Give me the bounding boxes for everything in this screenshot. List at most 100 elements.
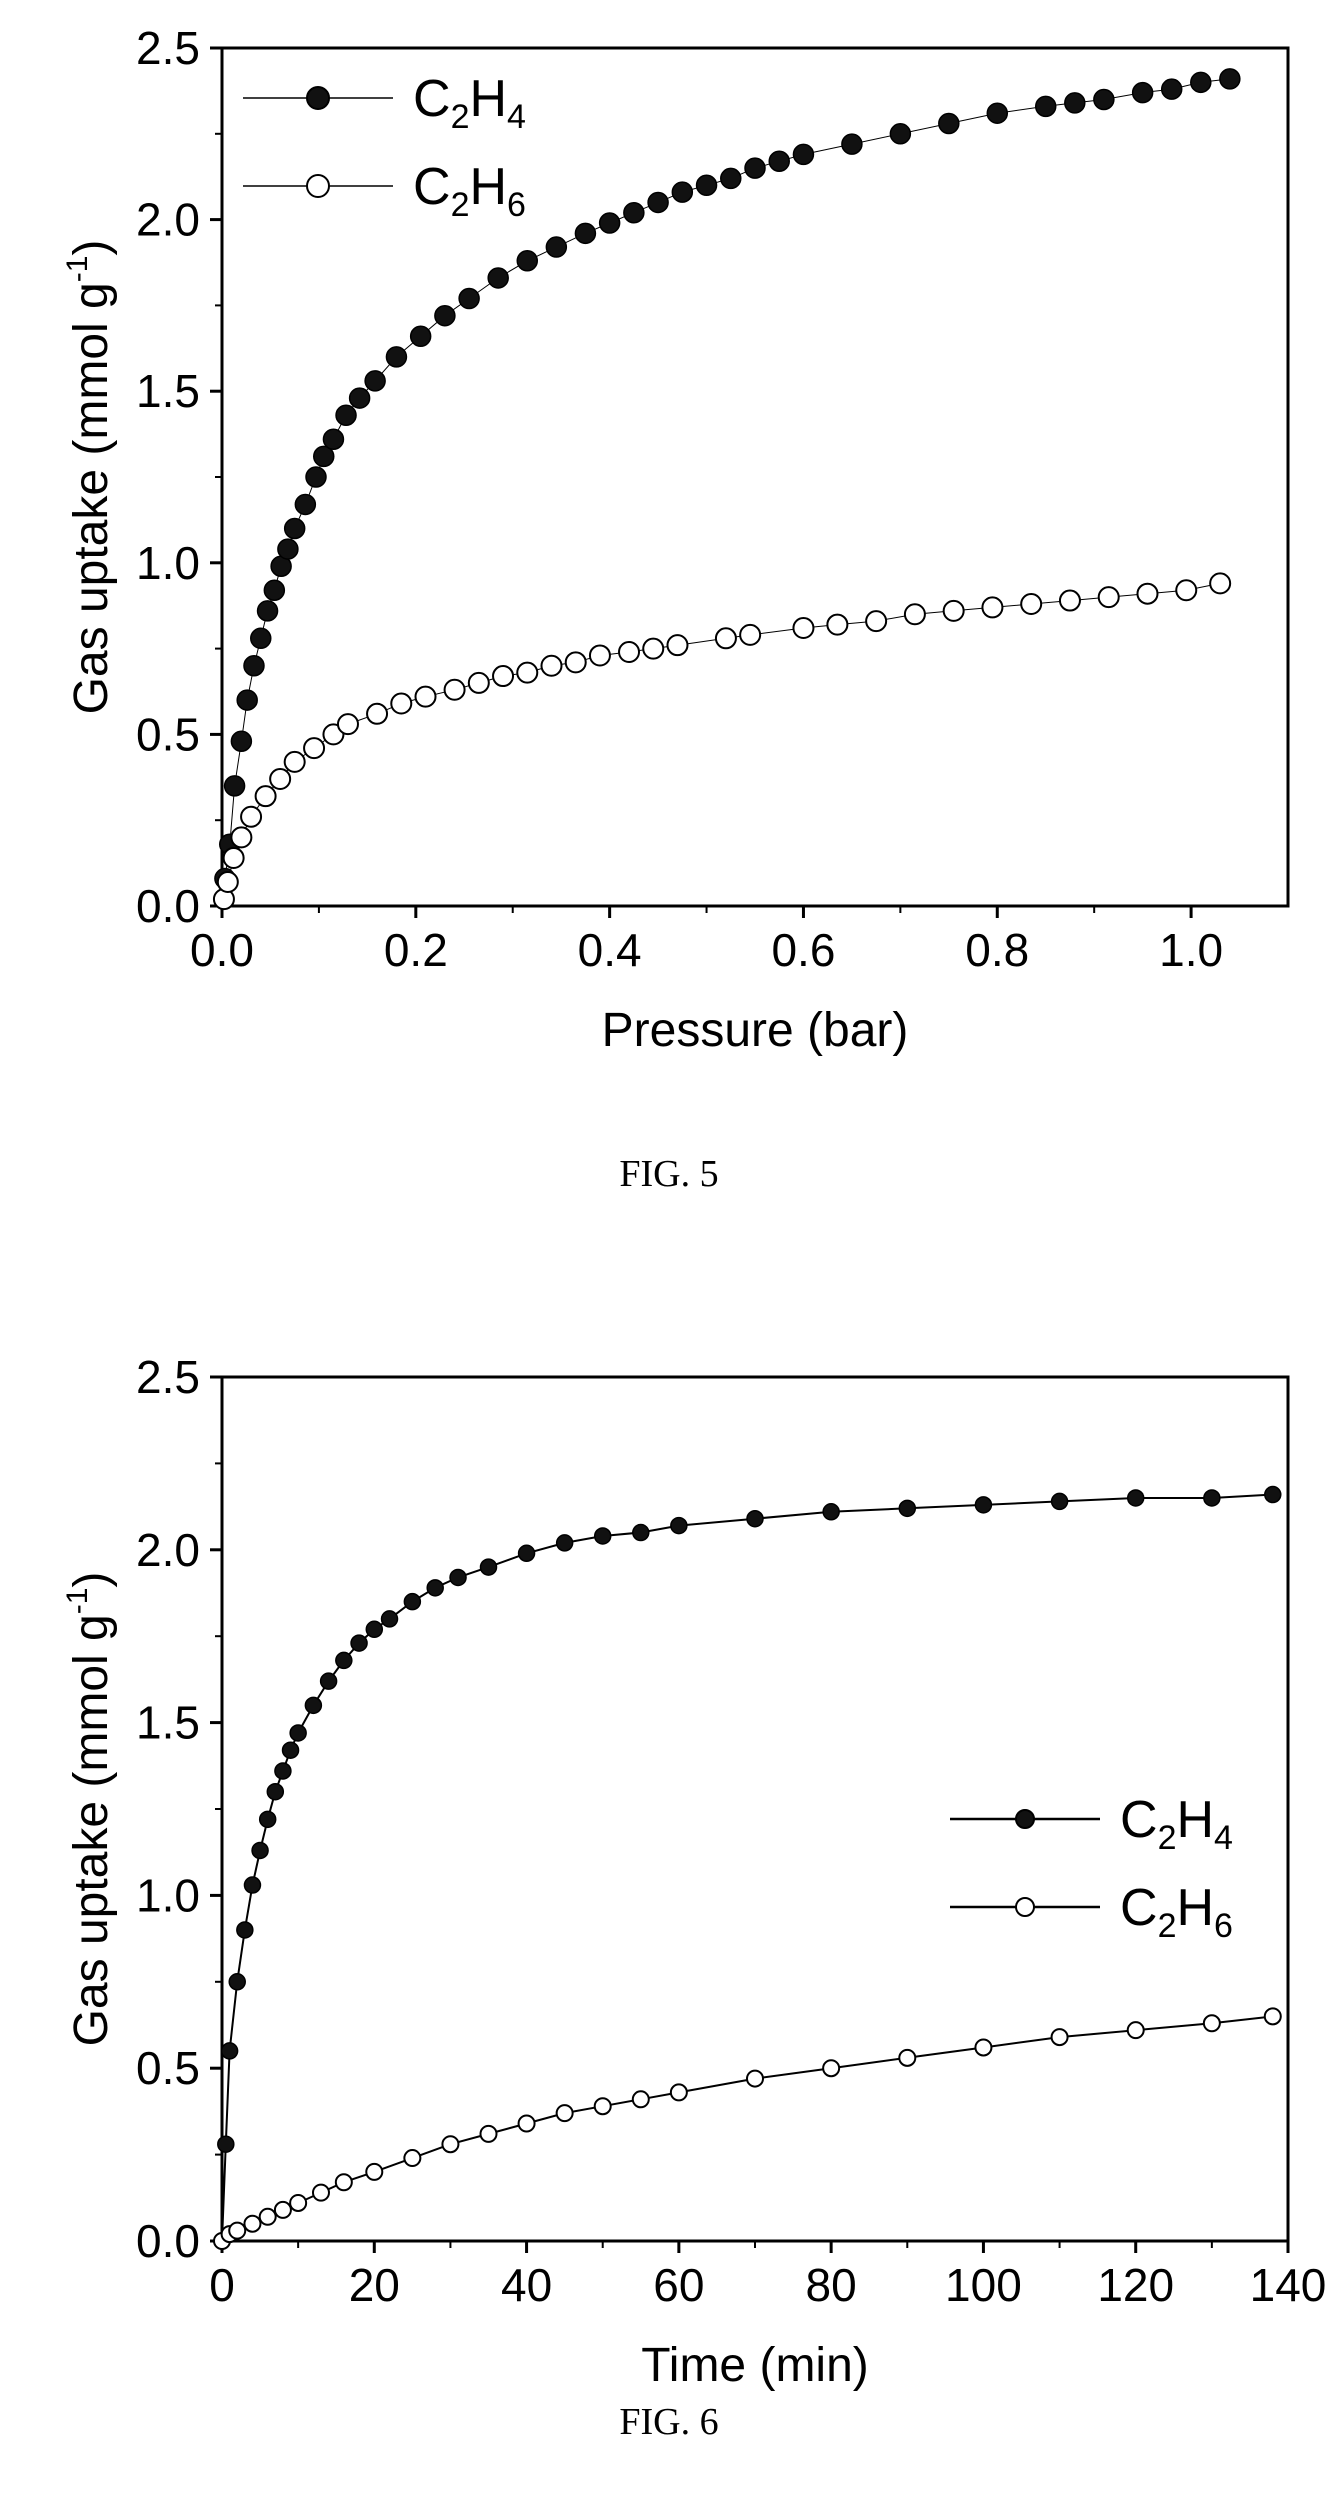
data-point-C2H6 [822,2059,841,2078]
legend-label-subscript: 6 [1214,1907,1233,1945]
data-point-C2H4 [228,1973,246,1991]
series-line-C2H6 [221,2015,1273,2242]
y-tick-label: 1.0 [136,1869,200,1921]
legend-label-part: C [1120,1879,1158,1937]
y-axis-label-main: Gas uptake (mmol g [65,282,118,714]
data-point-C2H6 [258,2207,277,2226]
data-point-C2H4 [938,112,960,135]
data-point-C2H4 [889,123,912,145]
y-tick-label: 2.0 [136,194,200,246]
x-tick-label: 20 [349,2259,400,2311]
x-tick-label: 0.2 [384,924,448,976]
x-axis-label: Pressure (bar) [602,1004,909,1057]
data-point-C2H4 [335,1651,353,1670]
data-point-C2H4 [744,157,766,179]
data-point-C2H4 [319,1672,338,1690]
data-point-C2H4 [1034,95,1057,118]
data-point-C2H4 [350,1634,368,1652]
data-point-C2H4 [251,1841,269,1860]
data-point-C2H6 [631,2090,650,2109]
data-point-C2H4 [263,579,286,602]
data-point-C2H6 [739,623,762,646]
y-tick-label: 1.0 [136,537,200,589]
data-point-C2H6 [898,2048,917,2067]
chart-fig5: 0.0 0.2 0.4 0.6 0.8 1.00.00.51.01.52.02.5C2H4… [61,22,1290,1195]
series-line-C2H4 [224,78,1230,879]
legend-label-subscript: 4 [1214,1819,1233,1857]
data-point-C2H6 [746,2069,764,2088]
y-tick-label: 0.0 [136,2215,200,2267]
data-point-C2H4 [449,1568,467,1587]
data-point-C2H4 [305,466,327,488]
data-point-C2H4 [974,1496,993,1514]
data-point-C2H4 [1131,81,1154,104]
data-point-C2H6 [714,627,737,650]
data-point-C2H6 [1136,582,1159,605]
x-tick-label: 0.0 [190,924,254,976]
data-point-C2H4 [1190,71,1212,94]
data-point-C2H4 [243,655,265,677]
y-axis-label-main: Gas uptake (mmol g [65,1614,118,2046]
data-point-C2H6 [467,671,490,694]
data-point-C2H6 [669,2083,688,2102]
data-point-C2H6 [216,870,239,893]
data-point-C2H6 [1097,586,1120,609]
data-point-C2H4 [555,1534,574,1552]
x-tick-label: 60 [653,2259,704,2311]
legend-label-subscript: 2 [1158,1819,1177,1857]
data-point-C2H4 [1264,1485,1282,1504]
legend-label-C2H4: C2H4 [1120,1791,1233,1857]
data-point-C2H6 [243,2214,262,2233]
data-point-C2H6 [618,641,641,664]
legend-label-subscript: 6 [507,186,526,224]
data-point-C2H6 [240,805,263,828]
data-point-C2H6 [228,2221,247,2240]
data-point-C2H4 [487,267,509,289]
data-point-C2H6 [273,2200,292,2219]
y-tick-label: 2.5 [136,22,200,74]
legend-label-subscript: 2 [451,98,470,136]
data-point-C2H6 [588,644,611,667]
data-point-C2H4 [236,1921,254,1939]
data-point-C2H6 [222,846,245,869]
data-point-C2H4 [841,133,863,155]
y-axis-label-sup: -1 [61,256,94,283]
data-point-C2H6 [516,661,539,684]
y-axis-label-close: ) [65,1572,118,1588]
x-tick-label: 140 [1250,2259,1327,2311]
legend-label-C2H6: C2H6 [1120,1879,1233,1945]
legend-label-subscript: 2 [1158,1907,1177,1945]
data-point-C2H6 [1209,572,1232,595]
data-point-C2H4 [986,102,1009,124]
data-point-C2H4 [458,287,480,310]
legend-label-part: C [1120,1791,1158,1849]
data-point-C2H4 [746,1509,764,1528]
legend-marker-C2H4 [306,86,330,110]
data-point-C2H4 [313,445,335,468]
data-point-C2H6 [479,2124,498,2143]
plot-area: 0 20 40 60 80 100 120 1400.00.51.01.52.02.5C2H4… [136,1351,1326,2311]
data-point-C2H4 [364,370,386,392]
data-point-C2H4 [574,222,597,245]
data-point-C2H6 [666,634,689,657]
data-point-C2H4 [1093,88,1115,111]
legend-label-part: H [469,158,507,216]
data-point-C2H6 [555,2104,574,2123]
legend-marker-C2H6 [306,174,330,198]
legend-label-part: C [413,158,451,216]
data-point-C2H6 [1263,2007,1282,2026]
y-tick-label: 0.5 [136,2042,200,2094]
data-point-C2H4 [670,1516,688,1535]
legend-label-part: H [1176,1791,1214,1849]
y-axis-label-sup: -1 [61,1588,94,1615]
data-point-C2H6 [1058,589,1081,612]
data-point-C2H6 [903,603,926,626]
data-point-C2H4 [479,1558,498,1576]
figure-6: 0 20 40 60 80 100 120 140 0.0 0.5 1.0 1.5 2.0 2.5 C2H4… [0,1250,1338,2500]
y-tick-label: 1.5 [136,365,200,417]
legend-marker-C2H6 [1015,1897,1035,1917]
y-axis-label-close: ) [65,240,118,256]
data-point-C2H6 [289,2193,308,2212]
data-point-C2H4 [647,191,669,214]
data-point-C2H4 [822,1503,840,1521]
